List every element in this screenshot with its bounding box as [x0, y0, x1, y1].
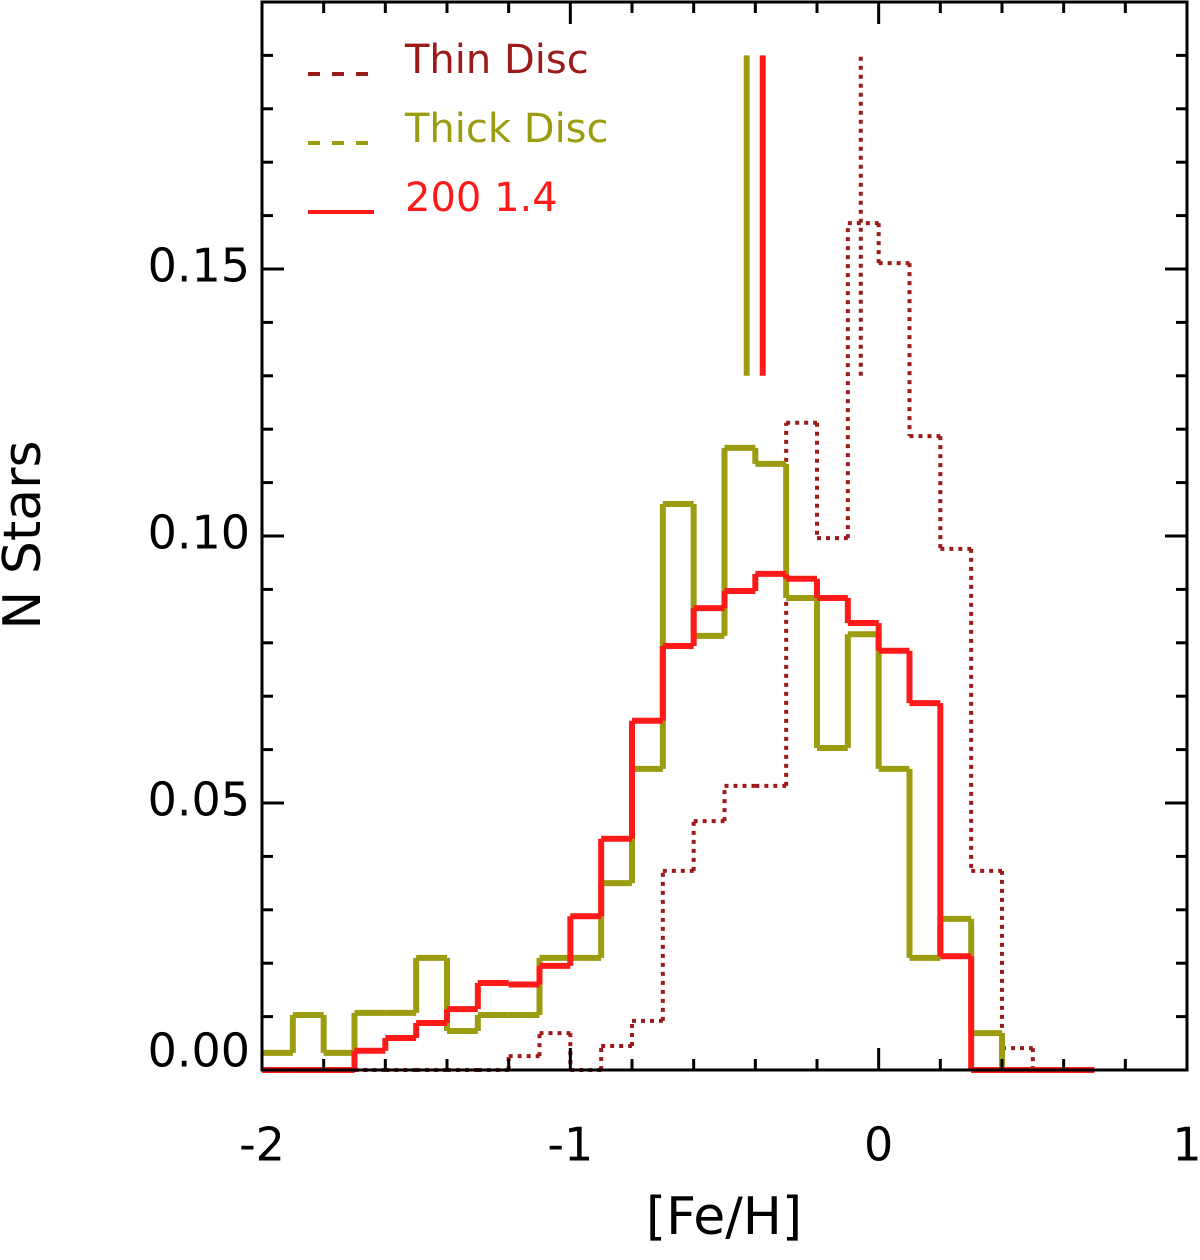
legend-text: 200 1.4 [405, 175, 558, 221]
legend-text: Thin Disc [404, 37, 589, 83]
y-tick-label: 0.10 [148, 506, 250, 560]
x-tick-label: -2 [239, 1118, 285, 1172]
x-axis-label: [Fe/H] [646, 1187, 802, 1247]
y-tick-label: 0.15 [148, 239, 250, 293]
x-tick-label: -1 [547, 1118, 593, 1172]
y-tick-label: 0.00 [148, 1024, 250, 1078]
y-axis-label: N Stars [0, 440, 53, 629]
x-tick-label: 1 [1172, 1118, 1200, 1172]
x-tick-label: 0 [864, 1118, 893, 1172]
y-tick-label: 0.05 [148, 773, 250, 827]
legend-text: Thick Disc [404, 106, 609, 152]
